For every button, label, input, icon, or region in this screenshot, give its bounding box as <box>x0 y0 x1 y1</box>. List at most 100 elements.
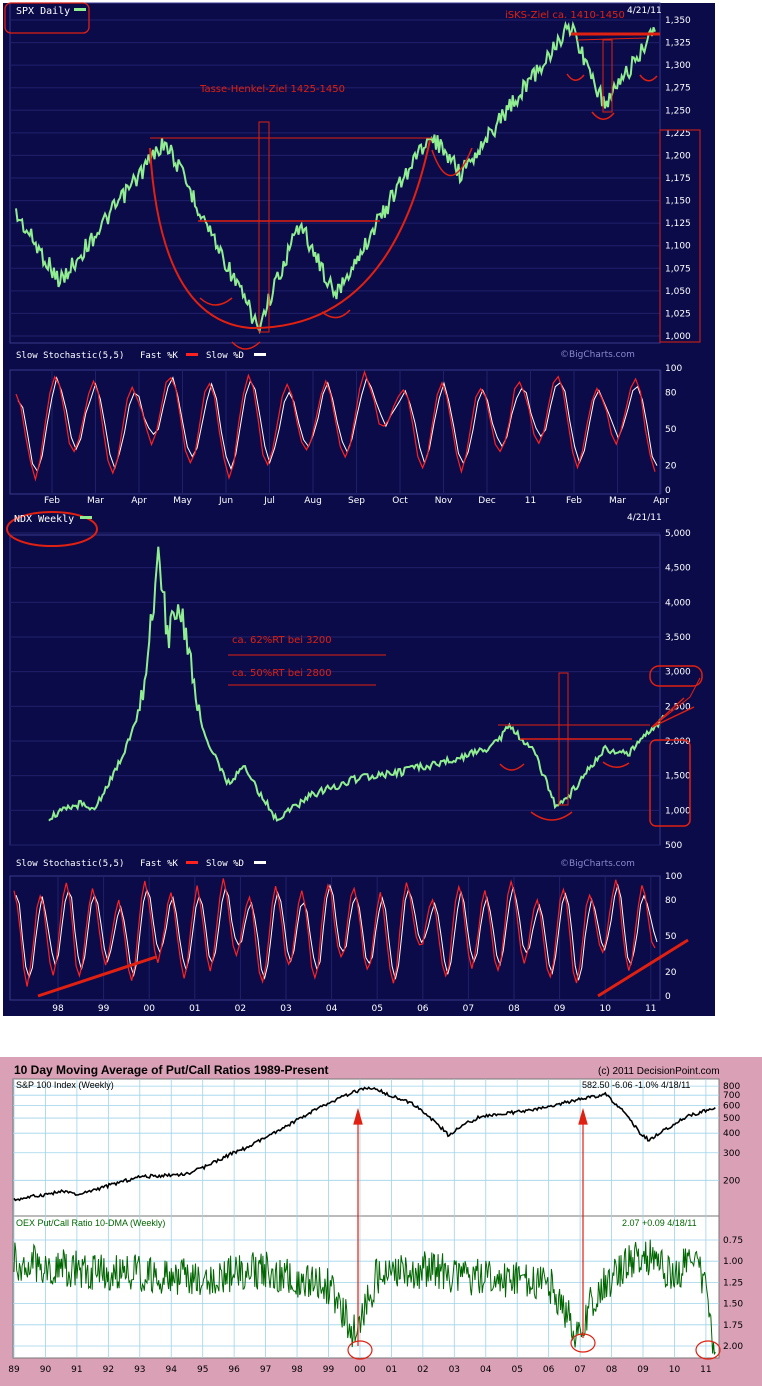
oex-x-tick: 01 <box>386 1365 397 1375</box>
spx-y-tick: 1,225 <box>665 129 691 139</box>
oex-x-tick: 05 <box>511 1365 522 1375</box>
oex-x-tick: 09 <box>637 1365 649 1375</box>
oex-x-tick: 10 <box>669 1365 681 1375</box>
ndx-annotation-62: ca. 62%RT bei 3200 <box>232 635 332 646</box>
spx-pattern-overlays <box>149 32 701 350</box>
spx-stoch-y-tick: 80 <box>665 388 677 398</box>
oex-x-tick: 89 <box>8 1365 20 1375</box>
spx-x-tick: Feb <box>566 496 582 506</box>
putcall-y-tick: 1.25 <box>723 1278 743 1288</box>
sp100-y-tick: 600 <box>723 1102 740 1112</box>
putcall-label: OEX Put/Call Ratio 10-DMA (Weekly) <box>16 1218 165 1228</box>
spx-y-tick: 1,050 <box>665 287 691 297</box>
spx-stoch-y-tick: 50 <box>665 425 677 435</box>
ndx-y-tick: 500 <box>665 841 682 851</box>
oex-x-tick: 97 <box>260 1365 271 1375</box>
spx-x-tick: Apr <box>653 496 669 506</box>
spx-y-tick: 1,100 <box>665 242 691 252</box>
spx-y-tick: 1,250 <box>665 106 691 116</box>
putcall-y-tick: 1.50 <box>723 1300 743 1310</box>
putcall-stats: 2.07 +0.09 4/18/11 <box>622 1218 697 1228</box>
putcall-line <box>13 1239 716 1355</box>
oex-x-tick: 11 <box>700 1365 711 1375</box>
oex-x-tick: 02 <box>417 1365 428 1375</box>
ndx-x-tick: 00 <box>143 1004 155 1014</box>
spx-date: 4/21/11 <box>627 6 662 16</box>
spx-stoch-slow-label: Slow %D <box>206 351 244 361</box>
spx-x-tick: Jul <box>263 496 275 506</box>
ndx-x-tick: 05 <box>371 1004 382 1014</box>
ndx-x-tick: 98 <box>52 1004 64 1014</box>
oex-x-tick: 98 <box>291 1365 303 1375</box>
ndx-y-tick: 2,500 <box>665 702 691 712</box>
oex-x-tick: 99 <box>323 1365 335 1375</box>
spx-x-tick: Feb <box>44 496 60 506</box>
ndx-stoch-y-tick: 0 <box>665 992 671 1002</box>
oex-x-tick: 91 <box>71 1365 82 1375</box>
oex-copyright: (c) 2011 DecisionPoint.com <box>598 1066 720 1077</box>
spx-watermark: ©BigCharts.com <box>560 350 635 360</box>
spx-stoch-slow-line <box>17 376 658 473</box>
sp100-y-tick: 700 <box>723 1091 740 1101</box>
ndx-y-tick: 1,500 <box>665 772 691 782</box>
spx-stoch-y-tick: 0 <box>665 486 671 496</box>
ndx-x-tick: 04 <box>326 1004 338 1014</box>
spx-x-tick: Jun <box>218 496 233 506</box>
ndx-stoch-title: Slow Stochastic(5,5) <box>16 859 124 869</box>
ndx-x-tick: 07 <box>463 1004 474 1014</box>
ndx-x-tick: 02 <box>235 1004 246 1014</box>
oex-x-tick: 92 <box>103 1365 114 1375</box>
spx-y-tick: 1,125 <box>665 219 691 229</box>
ndx-stoch-y-tick: 20 <box>665 968 677 978</box>
spx-x-tick: Dec <box>478 496 495 506</box>
spx-x-tick: Nov <box>435 496 453 506</box>
spx-annotation-cup-handle: Tasse-Henkel-Ziel 1425-1450 <box>199 84 345 95</box>
ndx-x-tick: 09 <box>554 1004 566 1014</box>
spx-price-panel <box>3 3 715 345</box>
spx-x-tick: 11 <box>525 496 536 506</box>
sp100-label: S&P 100 Index (Weekly) <box>16 1080 114 1090</box>
oex-x-tick: 00 <box>354 1365 366 1375</box>
ndx-y-tick: 4,000 <box>665 598 691 608</box>
spx-stoch-fast-line <box>15 370 656 482</box>
spx-x-tick: May <box>173 496 192 506</box>
spx-x-tick: Oct <box>392 496 408 506</box>
ndx-price-panel <box>3 508 715 854</box>
ndx-y-tick: 3,500 <box>665 633 691 643</box>
oex-x-tick: 03 <box>449 1365 460 1375</box>
ndx-stoch-y-tick: 80 <box>665 896 677 906</box>
ndx-x-tick: 03 <box>280 1004 291 1014</box>
spx-price-line <box>15 20 656 335</box>
ndx-price-line <box>48 546 665 822</box>
spx-stoch-y-tick: 100 <box>665 364 682 374</box>
sp100-stats: 582.50 -6.06 -1.0% 4/18/11 <box>582 1080 690 1090</box>
sp100-line <box>13 1086 716 1202</box>
spx-y-tick: 1,025 <box>665 309 691 319</box>
spx-y-tick: 1,300 <box>665 61 691 71</box>
sp100-y-tick: 500 <box>723 1114 740 1124</box>
ndx-stoch-slow-label: Slow %D <box>206 859 244 869</box>
spx-x-tick: Aug <box>304 496 322 506</box>
oex-x-tick: 93 <box>134 1365 145 1375</box>
spx-stoch-title: Slow Stochastic(5,5) <box>16 351 124 361</box>
ndx-x-tick: 10 <box>599 1004 611 1014</box>
ndx-y-tick: 2,000 <box>665 737 691 747</box>
ndx-watermark: ©BigCharts.com <box>560 859 635 869</box>
oex-x-tick: 90 <box>40 1365 52 1375</box>
ndx-stoch-y-tick: 50 <box>665 932 677 942</box>
ndx-y-tick: 3,000 <box>665 668 691 678</box>
spx-title: SPX Daily <box>16 6 70 17</box>
ndx-y-tick: 1,000 <box>665 806 691 816</box>
spx-y-tick: 1,075 <box>665 264 691 274</box>
ndx-x-tick: 01 <box>189 1004 200 1014</box>
spx-y-tick: 1,150 <box>665 197 691 207</box>
spx-x-tick: Mar <box>87 496 104 506</box>
spx-x-tick: Mar <box>609 496 626 506</box>
spx-annotation-isks: iSKS-Ziel ca. 1410-1450 <box>505 10 625 21</box>
ndx-title: NDX Weekly <box>14 514 74 525</box>
spx-x-tick: Apr <box>131 496 147 506</box>
ndx-stoch-fast-line <box>13 878 656 987</box>
oex-x-tick: 94 <box>166 1365 178 1375</box>
oex-title: 10 Day Moving Average of Put/Call Ratios… <box>14 1063 329 1077</box>
